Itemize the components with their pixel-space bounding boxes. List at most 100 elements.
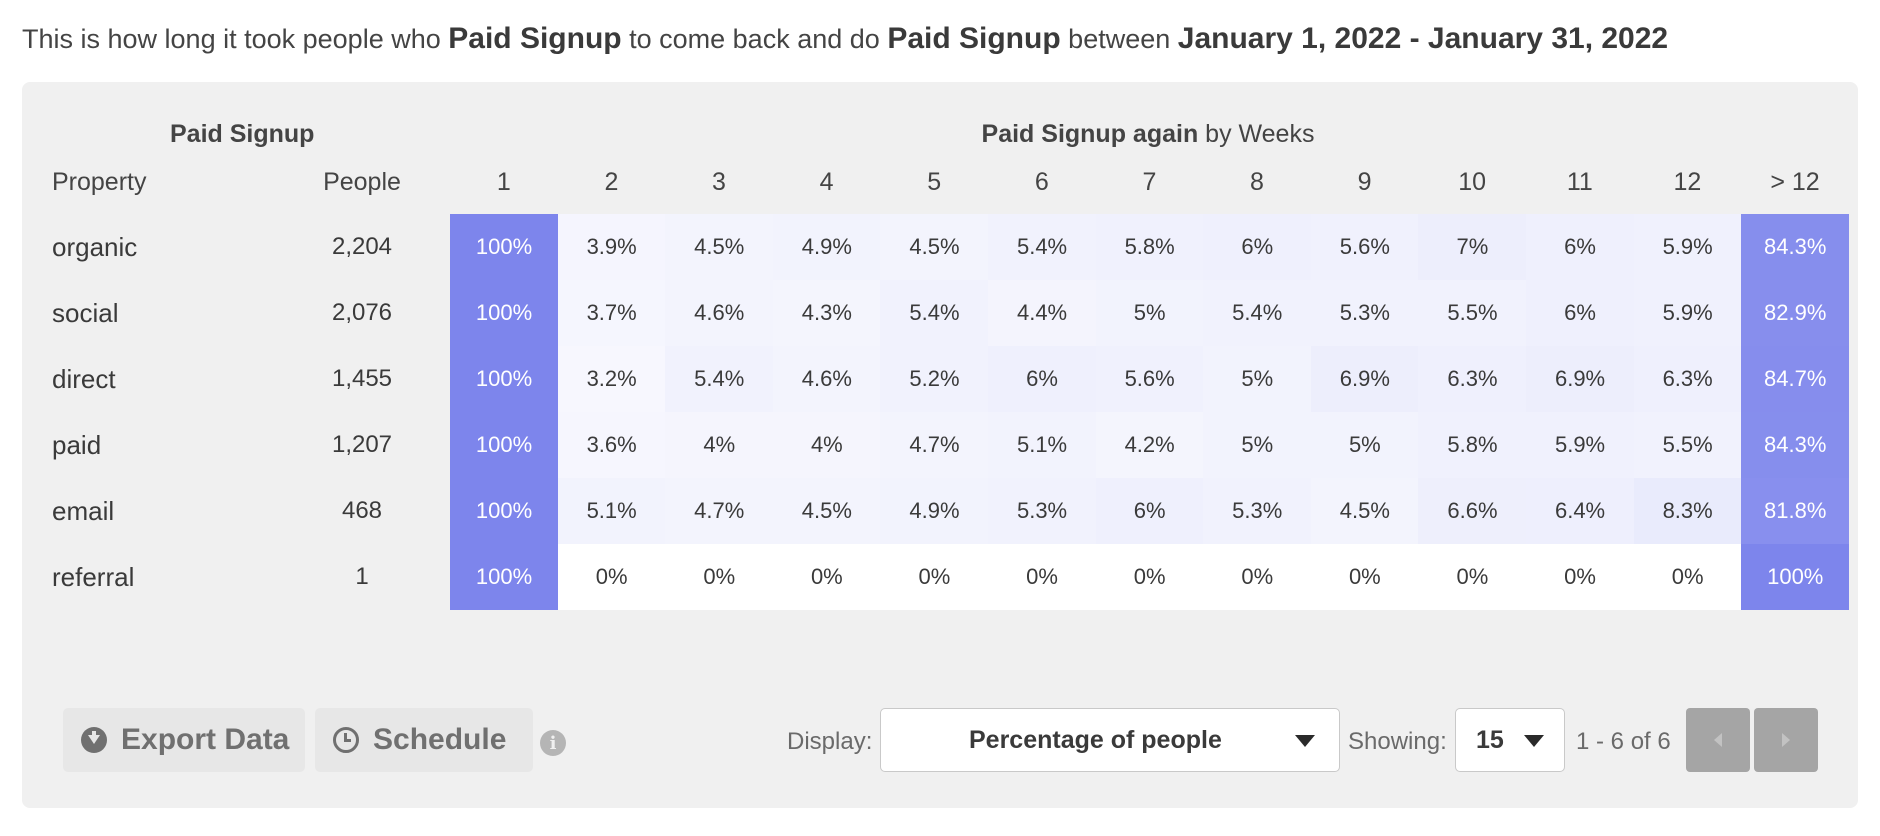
retention-cell[interactable]: 5%: [1203, 346, 1312, 412]
retention-cell[interactable]: 5.8%: [1418, 412, 1527, 478]
export-data-button[interactable]: Export Data: [63, 708, 305, 772]
retention-cell[interactable]: 4.6%: [772, 346, 881, 412]
chevron-down-icon: [1524, 735, 1544, 747]
retention-cell[interactable]: 5.5%: [1418, 280, 1527, 346]
retention-cell[interactable]: 4.5%: [880, 214, 989, 280]
retention-cell[interactable]: 5.9%: [1526, 412, 1635, 478]
retention-cell[interactable]: 5.6%: [1095, 346, 1204, 412]
retention-cell[interactable]: 0%: [1526, 544, 1635, 610]
retention-cell[interactable]: 7%: [1418, 214, 1527, 280]
retention-cell[interactable]: 6%: [1203, 214, 1312, 280]
retention-cell[interactable]: 5.3%: [1310, 280, 1419, 346]
retention-cell[interactable]: 100%: [450, 544, 559, 610]
row-property-label: referral: [52, 562, 135, 592]
retention-cell[interactable]: 100%: [450, 280, 559, 346]
retention-cell[interactable]: 4.7%: [880, 412, 989, 478]
retention-cell[interactable]: 5%: [1310, 412, 1419, 478]
retention-cell[interactable]: 100%: [1741, 544, 1850, 610]
retention-cell[interactable]: 5.4%: [988, 214, 1097, 280]
retention-cell[interactable]: 5%: [1203, 412, 1312, 478]
retention-cell[interactable]: 5.4%: [665, 346, 774, 412]
retention-cell[interactable]: 4.9%: [772, 214, 881, 280]
retention-cell[interactable]: 0%: [665, 544, 774, 610]
next-page-button[interactable]: [1754, 708, 1818, 772]
retention-cell[interactable]: 5.4%: [880, 280, 989, 346]
display-select[interactable]: Percentage of people: [880, 708, 1340, 772]
event-header: Paid Signup: [170, 120, 315, 148]
retention-cell[interactable]: 84.3%: [1741, 214, 1850, 280]
retention-cell[interactable]: 5.9%: [1633, 280, 1742, 346]
retention-cell[interactable]: 5.4%: [1203, 280, 1312, 346]
retention-cell[interactable]: 5.6%: [1310, 214, 1419, 280]
week-column-header: 7: [1142, 168, 1157, 196]
retention-cell[interactable]: 6.9%: [1526, 346, 1635, 412]
retention-cell[interactable]: 4.5%: [772, 478, 881, 544]
page-size-value: 15: [1476, 725, 1504, 754]
retention-cell[interactable]: 100%: [450, 346, 559, 412]
retention-cell[interactable]: 5.2%: [880, 346, 989, 412]
display-label: Display:: [787, 728, 873, 755]
retention-cell[interactable]: 81.8%: [1741, 478, 1850, 544]
retention-cell[interactable]: 6%: [988, 346, 1097, 412]
retention-cell[interactable]: 5.3%: [1203, 478, 1312, 544]
retention-cell[interactable]: 3.6%: [557, 412, 666, 478]
return-header-event: Paid Signup again: [981, 120, 1199, 148]
retention-cell[interactable]: 6.9%: [1310, 346, 1419, 412]
retention-cell[interactable]: 4.5%: [1310, 478, 1419, 544]
row-property-label: direct: [52, 364, 116, 394]
retention-cell[interactable]: 3.2%: [557, 346, 666, 412]
retention-cell[interactable]: 5.8%: [1095, 214, 1204, 280]
retention-cell[interactable]: 4.4%: [988, 280, 1097, 346]
retention-cell[interactable]: 4%: [665, 412, 774, 478]
retention-cell[interactable]: 0%: [1095, 544, 1204, 610]
retention-cell[interactable]: 4.5%: [665, 214, 774, 280]
row-people-count: 468: [341, 497, 383, 524]
retention-cell[interactable]: 6.3%: [1633, 346, 1742, 412]
retention-cell[interactable]: 100%: [450, 214, 559, 280]
retention-cell[interactable]: 5.9%: [1633, 214, 1742, 280]
retention-cell[interactable]: 5.3%: [988, 478, 1097, 544]
info-icon[interactable]: i: [540, 730, 566, 756]
retention-cell[interactable]: 5.1%: [988, 412, 1097, 478]
retention-cell[interactable]: 4.7%: [665, 478, 774, 544]
retention-cell[interactable]: 0%: [988, 544, 1097, 610]
week-column-header: 10: [1458, 168, 1487, 196]
week-column-header: 4: [819, 168, 834, 196]
download-circle-icon: [81, 727, 107, 753]
retention-cell[interactable]: 82.9%: [1741, 280, 1850, 346]
retention-cell[interactable]: 5.1%: [557, 478, 666, 544]
row-property-label: social: [52, 298, 119, 328]
summary-middle: to come back and do: [629, 24, 880, 54]
retention-cell[interactable]: 6%: [1526, 214, 1635, 280]
retention-cell[interactable]: 0%: [557, 544, 666, 610]
retention-cell[interactable]: 0%: [1310, 544, 1419, 610]
retention-cell[interactable]: 4%: [772, 412, 881, 478]
page-size-select[interactable]: 15: [1455, 708, 1565, 772]
retention-cell[interactable]: 5.5%: [1633, 412, 1742, 478]
retention-cell[interactable]: 3.7%: [557, 280, 666, 346]
clock-icon: [333, 727, 359, 753]
retention-cell[interactable]: 0%: [880, 544, 989, 610]
retention-cell[interactable]: 4.9%: [880, 478, 989, 544]
retention-cell[interactable]: 0%: [1203, 544, 1312, 610]
retention-cell[interactable]: 84.3%: [1741, 412, 1850, 478]
retention-cell[interactable]: 6.4%: [1526, 478, 1635, 544]
retention-cell[interactable]: 8.3%: [1633, 478, 1742, 544]
retention-cell[interactable]: 100%: [450, 412, 559, 478]
retention-cell[interactable]: 6%: [1095, 478, 1204, 544]
retention-cell[interactable]: 6%: [1526, 280, 1635, 346]
retention-cell[interactable]: 4.6%: [665, 280, 774, 346]
retention-cell[interactable]: 6.6%: [1418, 478, 1527, 544]
retention-cell[interactable]: 84.7%: [1741, 346, 1850, 412]
previous-page-button[interactable]: [1686, 708, 1750, 772]
retention-cell[interactable]: 100%: [450, 478, 559, 544]
schedule-button[interactable]: Schedule: [315, 708, 533, 772]
retention-cell[interactable]: 0%: [1418, 544, 1527, 610]
retention-cell[interactable]: 6.3%: [1418, 346, 1527, 412]
retention-cell[interactable]: 4.2%: [1095, 412, 1204, 478]
retention-cell[interactable]: 0%: [1633, 544, 1742, 610]
retention-cell[interactable]: 3.9%: [557, 214, 666, 280]
retention-cell[interactable]: 0%: [772, 544, 881, 610]
retention-cell[interactable]: 5%: [1095, 280, 1204, 346]
retention-cell[interactable]: 4.3%: [772, 280, 881, 346]
